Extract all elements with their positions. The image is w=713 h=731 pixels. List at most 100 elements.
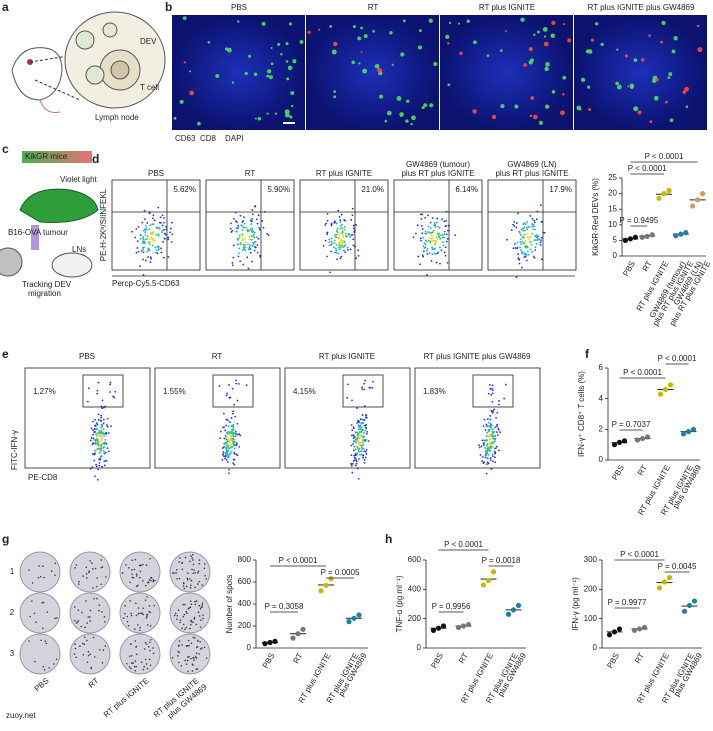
flow-event bbox=[153, 219, 156, 222]
elispot-spot bbox=[149, 638, 152, 641]
flow-event bbox=[93, 459, 96, 462]
flow-event bbox=[524, 223, 527, 225]
flow-event bbox=[252, 242, 254, 244]
elispot-spot bbox=[191, 670, 194, 672]
flow-event bbox=[150, 257, 153, 260]
fluorescent-spot bbox=[514, 104, 519, 109]
flow-event bbox=[112, 395, 115, 398]
data-point bbox=[636, 626, 643, 632]
flow-event bbox=[231, 428, 234, 431]
flow-event bbox=[229, 439, 232, 442]
flow-event bbox=[238, 247, 241, 250]
flow-event bbox=[343, 245, 346, 248]
elispot-spot bbox=[87, 654, 90, 657]
flow-event bbox=[435, 221, 438, 224]
flow-event bbox=[350, 465, 353, 467]
flow-event bbox=[360, 431, 363, 434]
flow-event bbox=[262, 226, 265, 229]
elispot-spot bbox=[185, 663, 188, 665]
fluorescent-spot bbox=[197, 121, 201, 126]
flow-event bbox=[352, 437, 355, 439]
flow-event bbox=[427, 231, 430, 234]
flow-event bbox=[351, 434, 353, 437]
flow-event bbox=[91, 466, 94, 469]
flow-event bbox=[498, 399, 500, 402]
flow-event bbox=[431, 253, 434, 256]
elispot-spot bbox=[33, 612, 36, 615]
elispot-spot bbox=[186, 612, 188, 615]
elispot-spot bbox=[146, 667, 149, 670]
flow-event bbox=[351, 471, 354, 474]
flow-event bbox=[104, 438, 107, 441]
flow-event bbox=[244, 241, 247, 244]
fluorescent-spot bbox=[352, 25, 356, 29]
x-tick-label: RT bbox=[636, 463, 649, 477]
flow-event bbox=[351, 233, 354, 236]
flow-event bbox=[238, 236, 241, 239]
flow-event bbox=[361, 435, 364, 438]
plot-title: plus RT plus IGNITE bbox=[401, 169, 474, 178]
flow-event bbox=[236, 422, 239, 425]
fluorescent-spot bbox=[183, 61, 187, 64]
gate-percent: 1.27% bbox=[33, 387, 56, 396]
flow-event bbox=[96, 423, 99, 426]
flow-event bbox=[248, 235, 251, 238]
elispot-spot bbox=[191, 557, 194, 559]
flow-event bbox=[341, 233, 344, 236]
data-point bbox=[328, 576, 334, 582]
flow-event bbox=[242, 263, 245, 266]
fluorescent-spot bbox=[600, 42, 604, 47]
elispot-spot bbox=[131, 569, 133, 571]
fluorescent-spot bbox=[292, 59, 297, 64]
drawing-label: Lymph node bbox=[95, 113, 139, 122]
elispot-spot bbox=[96, 597, 98, 600]
flow-event bbox=[251, 245, 254, 247]
y-axis-label: KikGR-Red DEVs (%) bbox=[591, 178, 600, 256]
fluorescent-spot bbox=[358, 62, 361, 65]
microscopy-image bbox=[306, 15, 439, 130]
fluorescent-spot bbox=[421, 106, 425, 110]
elispot-spot bbox=[188, 607, 190, 609]
flow-event bbox=[98, 448, 101, 450]
fluorescent-spot bbox=[633, 106, 639, 112]
flow-event bbox=[486, 451, 489, 454]
flow-event bbox=[441, 241, 444, 244]
flow-event bbox=[354, 453, 357, 456]
flow-event bbox=[153, 240, 156, 243]
axis-label: Percp-Cy5.5-CD63 bbox=[112, 279, 180, 288]
elispot-spot bbox=[81, 642, 84, 645]
flow-event bbox=[98, 435, 101, 438]
flow-event bbox=[362, 456, 364, 459]
data-point bbox=[634, 437, 641, 443]
flow-event bbox=[94, 475, 96, 478]
flow-event bbox=[96, 439, 99, 442]
elispot-spot bbox=[190, 584, 192, 587]
flow-event bbox=[531, 223, 533, 225]
elispot-spot bbox=[123, 612, 126, 615]
row-label: 1 bbox=[10, 567, 15, 576]
fluorescent-spot bbox=[590, 38, 595, 42]
flow-event bbox=[227, 449, 230, 452]
flow-event bbox=[346, 396, 349, 399]
flow-event bbox=[525, 227, 528, 229]
fluorescent-spot bbox=[270, 47, 273, 50]
fluorescent-spot bbox=[182, 16, 187, 21]
elispot-spot bbox=[190, 620, 193, 623]
flow-event bbox=[521, 240, 524, 243]
flow-event bbox=[226, 432, 229, 435]
elispot-spot bbox=[139, 570, 142, 573]
elispot-spot bbox=[189, 586, 192, 589]
flow-event bbox=[231, 229, 234, 232]
flow-event bbox=[152, 214, 155, 217]
elispot-spot bbox=[189, 627, 191, 630]
flow-event bbox=[252, 233, 255, 236]
elispot-well bbox=[19, 551, 61, 593]
flow-plot-frame bbox=[299, 179, 389, 271]
flow-event bbox=[251, 238, 253, 241]
flow-plot-frame bbox=[24, 367, 151, 469]
flow-event bbox=[338, 236, 341, 239]
gate bbox=[342, 374, 384, 408]
flow-event bbox=[233, 463, 236, 466]
elispot-spot bbox=[175, 572, 177, 574]
elispot-spot bbox=[34, 660, 36, 663]
